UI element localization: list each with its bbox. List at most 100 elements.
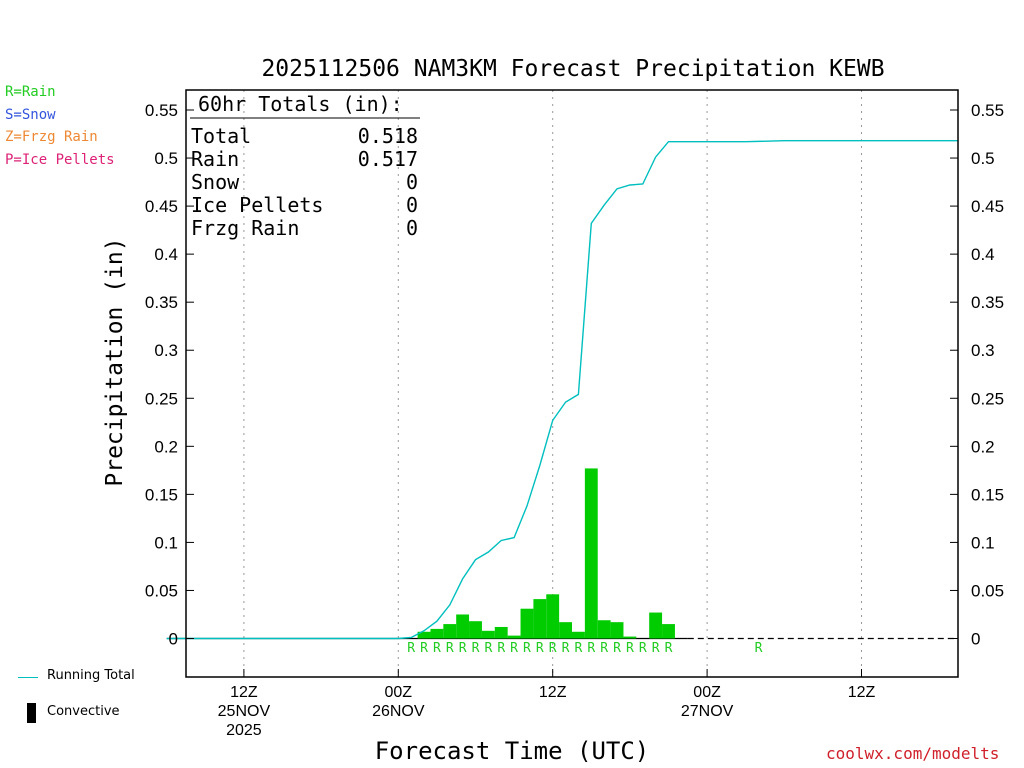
y-tick-label-right: 0.05 — [971, 581, 1004, 600]
y-axis-label: Precipitation (in) — [102, 237, 128, 486]
running-total-line — [166, 139, 958, 640]
rain-marker: R — [407, 641, 415, 656]
rain-marker: R — [600, 641, 608, 656]
x-axis-ticks: 12Z 25NOV 2025 00Z 26NOV 12Z 00Z 27NOV 12Z — [218, 669, 876, 739]
rain-marker: R — [587, 641, 595, 656]
rain-marker: R — [665, 641, 673, 656]
rain-marker: R — [575, 641, 583, 656]
precip-bar — [533, 599, 547, 639]
totals-row-value: 0 — [406, 170, 418, 194]
precip-bar — [507, 635, 521, 639]
x-tick-label: 00Z — [385, 684, 413, 701]
totals-row-label: Rain — [191, 147, 239, 171]
rain-marker: R — [639, 641, 647, 656]
convective-label: Convective — [47, 704, 120, 719]
rain-marker: R — [613, 641, 621, 656]
precip-bar — [481, 630, 495, 639]
x-tick-label: 25NOV — [218, 703, 271, 720]
x-tick-label: 12Z — [539, 684, 567, 701]
x-tick-label: 12Z — [848, 684, 876, 701]
y-axis-ticks: 0 00.05 0.050.1 0.10.15 0.150.2 0.20.25 0.250.… — [145, 101, 1004, 649]
x-tick-label: 26NOV — [372, 703, 425, 720]
precip-bar — [494, 626, 508, 639]
hourly-bars — [417, 468, 675, 639]
y-tick-label-right: 0.15 — [971, 485, 1004, 504]
y-tick-label-left: 0.25 — [145, 389, 178, 408]
precip-bar — [597, 620, 611, 639]
totals-box: 60hr Totals (in): Total 0.518 Rain 0.517 Sno… — [190, 92, 420, 240]
precip-bar — [559, 622, 572, 639]
precip-bar — [610, 622, 624, 639]
totals-row-label: Total — [191, 124, 251, 148]
precip-bar — [469, 621, 482, 639]
y-tick-label-right: 0 — [971, 630, 980, 649]
rain-marker: R — [652, 641, 660, 656]
x-axis-label: Forecast Time (UTC) — [375, 737, 650, 765]
y-tick-label-left: 0.55 — [145, 101, 178, 120]
legend-ice-pellets: P=Ice Pellets — [5, 151, 115, 168]
totals-row-label: Frzg Rain — [191, 216, 299, 240]
plot-frame — [185, 89, 959, 678]
y-tick-label-right: 0.55 — [971, 101, 1004, 120]
rain-marker: R — [446, 641, 454, 656]
y-tick-label-right: 0.5 — [971, 149, 995, 168]
totals-row-label: Snow — [191, 170, 240, 194]
y-tick-label-right: 0.45 — [971, 197, 1004, 216]
precip-bar — [662, 624, 675, 639]
y-tick-label-left: 0.4 — [154, 245, 178, 264]
convective-swatch — [27, 703, 36, 723]
running-total-label: Running Total — [47, 668, 135, 683]
precip-bar — [417, 631, 431, 639]
y-tick-label-left: 0.1 — [154, 533, 178, 552]
y-tick-label-right: 0.2 — [971, 437, 995, 456]
legend-snow: S=Snow — [5, 106, 56, 123]
running-total-swatch — [18, 677, 38, 678]
rain-marker: R — [523, 641, 531, 656]
precip-bar — [430, 628, 444, 639]
precip-bar — [443, 624, 457, 639]
precip-type-legend: R=Rain S=Snow Z=Frzg Rain P=Ice Pellets — [5, 81, 115, 171]
y-tick-label-left: 0 — [169, 630, 178, 649]
rain-marker: R — [510, 641, 518, 656]
x-tick-label: 2025 — [226, 722, 262, 739]
precip-bar — [584, 468, 598, 639]
grid-lines — [243, 90, 958, 677]
y-tick-label-right: 0.35 — [971, 293, 1004, 312]
chart-title: 2025112506 NAM3KM Forecast Precipitation… — [261, 56, 884, 82]
legend-frzg-rain: Z=Frzg Rain — [5, 129, 98, 145]
rain-marker: R — [549, 641, 557, 656]
y-tick-label-left: 0.5 — [154, 149, 178, 168]
rain-marker: R — [472, 641, 480, 656]
y-tick-label-left: 0.45 — [145, 197, 178, 216]
rain-marker: R — [459, 641, 467, 656]
totals-row-label: Ice Pellets — [191, 193, 323, 217]
x-tick-label: 27NOV — [681, 703, 734, 720]
x-tick-label: 12Z — [230, 684, 258, 701]
rain-marker: R — [497, 641, 505, 656]
totals-row-value: 0 — [406, 216, 418, 240]
x-tick-label: 00Z — [693, 684, 721, 701]
rain-marker: R — [484, 641, 492, 656]
totals-row-value: 0 — [406, 193, 418, 217]
y-tick-label-left: 0.15 — [145, 485, 178, 504]
y-tick-label-left: 0.2 — [154, 437, 178, 456]
totals-row-value: 0.518 — [358, 124, 418, 148]
rain-marker: R — [536, 641, 544, 656]
credit-text: coolwx.com/modelts — [826, 744, 1000, 763]
y-tick-label-right: 0.3 — [971, 341, 995, 360]
precip-bar — [546, 594, 560, 639]
y-tick-label-left: 0.35 — [145, 293, 178, 312]
y-tick-label-left: 0.3 — [154, 341, 178, 360]
y-tick-label-right: 0.25 — [971, 389, 1004, 408]
totals-heading: 60hr Totals (in): — [198, 92, 403, 116]
precip-bar — [572, 631, 585, 639]
precip-bar — [456, 614, 470, 639]
y-tick-label-right: 0.1 — [971, 533, 995, 552]
y-tick-label-right: 0.4 — [971, 245, 995, 264]
rain-marker: R — [420, 641, 428, 656]
rain-marker: R — [433, 641, 441, 656]
totals-rows: Total 0.518 Rain 0.517 Snow 0 Ice Pellets 0 Frzg… — [191, 124, 418, 240]
precip-bar — [649, 612, 663, 639]
